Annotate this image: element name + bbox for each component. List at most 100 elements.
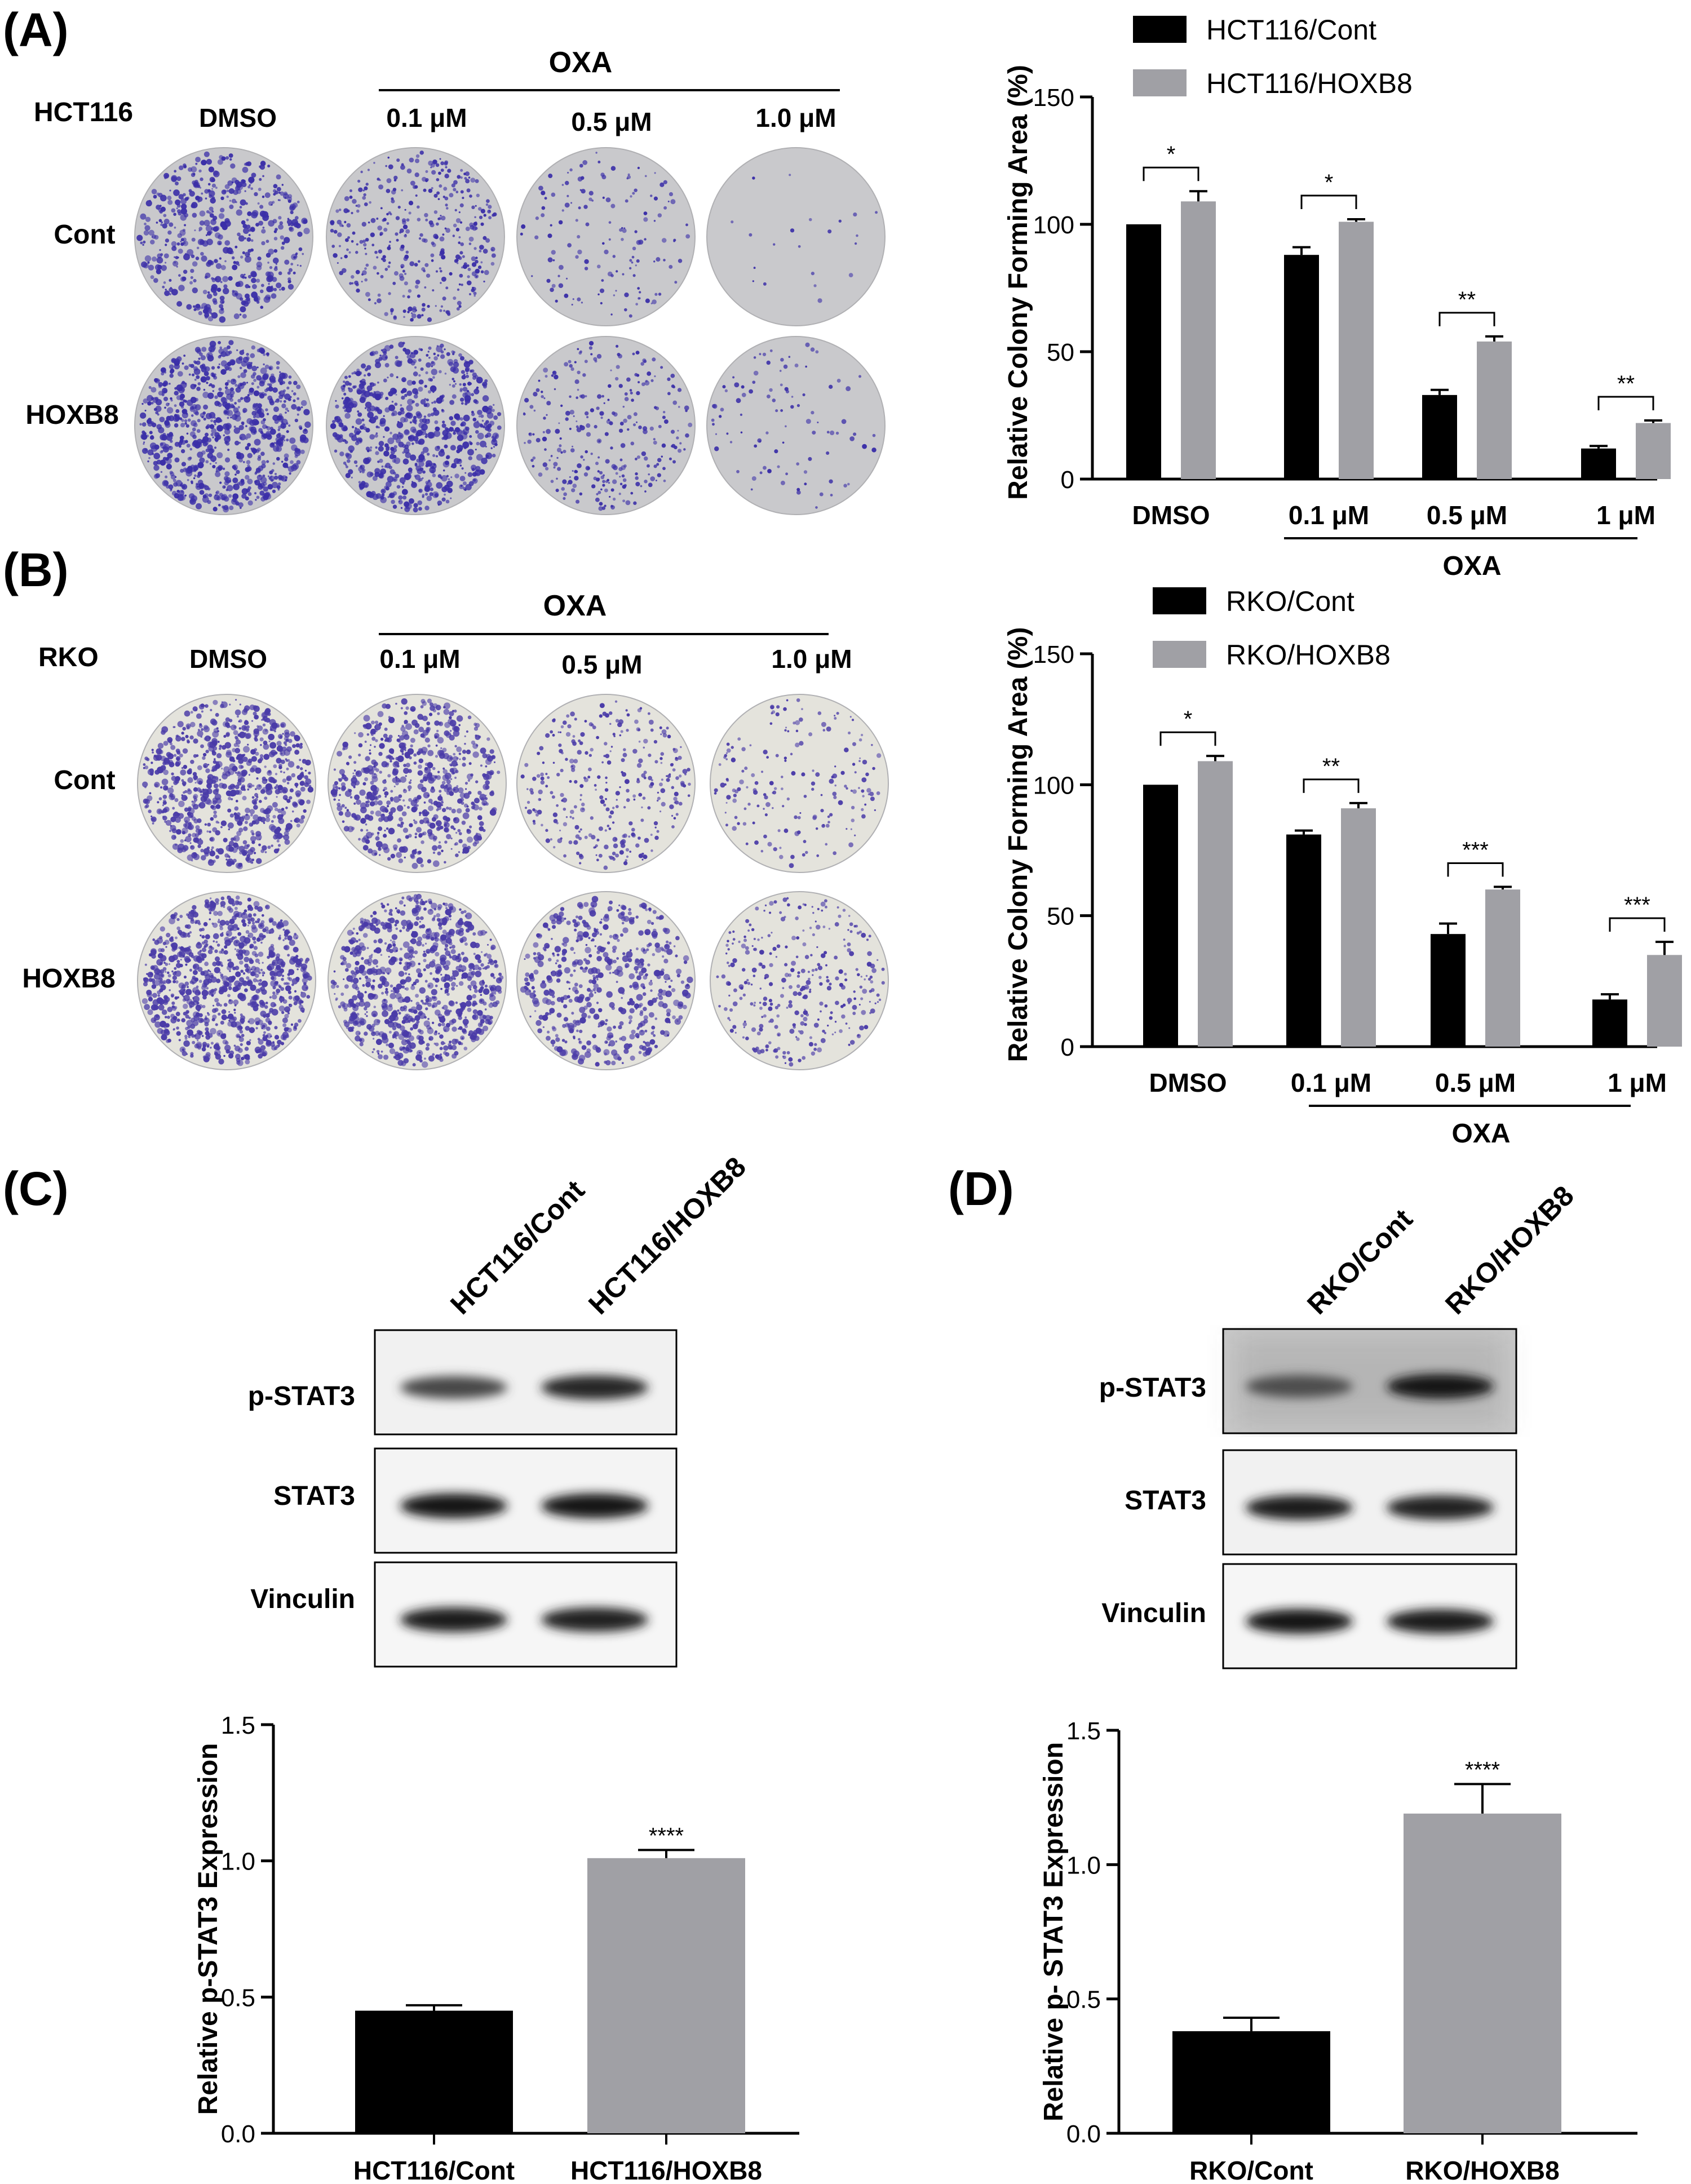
colony-dot: [579, 828, 582, 831]
colony-dot: [453, 817, 457, 821]
colony-dot: [267, 271, 274, 278]
colony-dot: [249, 705, 255, 711]
colony-dot: [267, 712, 271, 716]
colony-dot: [227, 417, 229, 419]
colony-dot: [782, 441, 785, 444]
colony-dot: [671, 786, 675, 790]
colony-dot: [430, 253, 435, 258]
colony-dot: [404, 254, 409, 259]
colony-dot: [204, 962, 209, 967]
colony-dot: [140, 412, 147, 419]
colony-dot: [262, 474, 265, 477]
panel-a-col-label-0: DMSO: [199, 103, 277, 132]
colony-dot: [251, 271, 257, 278]
colony-dot: [367, 373, 371, 376]
colony-dot: [343, 461, 347, 465]
colony-dot: [264, 192, 271, 198]
colony-dot: [767, 841, 772, 847]
colony-dot: [364, 247, 366, 250]
colony-dot: [213, 699, 218, 705]
colony-dot: [362, 189, 365, 192]
colony-dot: [558, 220, 563, 225]
colony-dot: [292, 463, 299, 470]
colony-dot: [201, 378, 205, 383]
colony-dot: [335, 786, 339, 790]
colony-dot: [278, 391, 281, 395]
colony-dot: [610, 166, 616, 171]
colony-dot: [188, 373, 191, 376]
colony-dot: [468, 236, 474, 242]
colony-dot: [453, 223, 457, 228]
colony-dot: [260, 451, 265, 457]
colony-dot: [534, 235, 539, 240]
colony-dot: [219, 257, 222, 260]
colony-dot: [209, 412, 216, 419]
colony-dot: [379, 854, 381, 856]
colony-dot: [165, 238, 170, 243]
colony-dot: [205, 460, 209, 464]
colony-dot: [255, 278, 260, 283]
colony-dot: [248, 234, 251, 236]
colony-dot: [201, 366, 207, 373]
colony-dot: [250, 426, 256, 433]
colony-dot: [459, 388, 463, 391]
colony-dot: [184, 839, 187, 841]
colony-dot: [647, 712, 650, 715]
colony-dot: [383, 834, 387, 838]
colony-dot: [428, 220, 433, 225]
colony-dot: [574, 361, 577, 364]
colony-dot: [626, 377, 631, 382]
colony-dot: [242, 849, 248, 856]
colony-dot: [437, 770, 440, 773]
colony-dot: [851, 818, 855, 822]
colony-dot: [579, 784, 584, 788]
colony-dot: [390, 853, 396, 859]
colony-dot: [572, 298, 574, 300]
colony-dot: [171, 176, 177, 183]
colony-dot: [345, 473, 351, 479]
colony-dot: [422, 470, 426, 474]
colony-dot: [409, 157, 414, 163]
colony-dot: [247, 394, 250, 397]
colony-dot: [293, 392, 296, 396]
colony-dot: [605, 798, 607, 800]
colony-dot: [239, 297, 244, 301]
colony-dot: [299, 745, 303, 749]
colony-dot: [463, 414, 470, 422]
colony-dot: [182, 726, 187, 731]
colony-dot: [370, 232, 375, 237]
colony-dot: [458, 236, 461, 238]
colony-dot: [281, 184, 284, 186]
colony-dot: [427, 859, 432, 863]
colony-dot: [543, 367, 548, 373]
colony-dot: [538, 798, 541, 801]
colony-dot: [402, 309, 406, 313]
colony-dot: [480, 270, 484, 274]
colony-dot: [347, 209, 350, 213]
colony-dot: [461, 283, 463, 286]
colony-dot: [453, 296, 457, 300]
colony-dot: [217, 741, 220, 743]
colony-dot: [368, 815, 374, 821]
colony-dot: [286, 466, 289, 468]
colony-dot: [553, 462, 558, 467]
colony-dot: [247, 211, 252, 216]
panel-a-col-label-2: 0.5 μM: [571, 107, 652, 136]
colony-dot: [449, 716, 452, 720]
colony-dot: [268, 770, 271, 773]
colony-dot: [369, 795, 375, 801]
colony-dot: [346, 223, 351, 228]
colony-dot: [482, 803, 485, 805]
colony-dot: [724, 389, 728, 393]
colony-dot: [266, 434, 272, 440]
colony-dot: [281, 746, 287, 752]
colony-dot: [144, 225, 150, 231]
colony-dot: [429, 702, 433, 707]
colony-dot: [569, 364, 573, 368]
panel-b-col-label-2: 0.5 μM: [561, 650, 642, 679]
colony-dot: [442, 769, 448, 774]
colony-dot: [210, 197, 216, 204]
colony-dot: [749, 389, 754, 394]
colony-dot: [445, 203, 448, 207]
colony-dot: [342, 820, 345, 823]
